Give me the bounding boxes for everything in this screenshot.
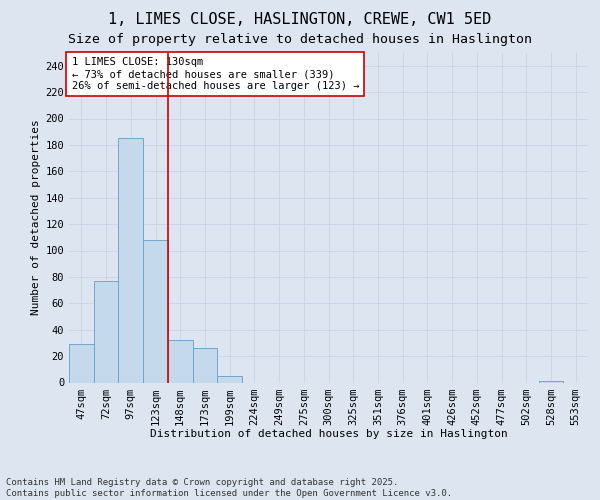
Bar — [143, 240, 168, 382]
Bar — [118, 138, 143, 382]
Bar — [168, 340, 193, 382]
Text: Size of property relative to detached houses in Haslington: Size of property relative to detached ho… — [68, 32, 532, 46]
Y-axis label: Number of detached properties: Number of detached properties — [31, 120, 41, 316]
Text: 1 LIMES CLOSE: 130sqm
← 73% of detached houses are smaller (339)
26% of semi-det: 1 LIMES CLOSE: 130sqm ← 73% of detached … — [71, 58, 359, 90]
Text: 1, LIMES CLOSE, HASLINGTON, CREWE, CW1 5ED: 1, LIMES CLOSE, HASLINGTON, CREWE, CW1 5… — [109, 12, 491, 28]
Bar — [217, 376, 242, 382]
X-axis label: Distribution of detached houses by size in Haslington: Distribution of detached houses by size … — [149, 429, 508, 439]
Bar — [539, 381, 563, 382]
Bar — [193, 348, 217, 382]
Text: Contains HM Land Registry data © Crown copyright and database right 2025.
Contai: Contains HM Land Registry data © Crown c… — [6, 478, 452, 498]
Bar — [94, 281, 118, 382]
Bar — [69, 344, 94, 383]
